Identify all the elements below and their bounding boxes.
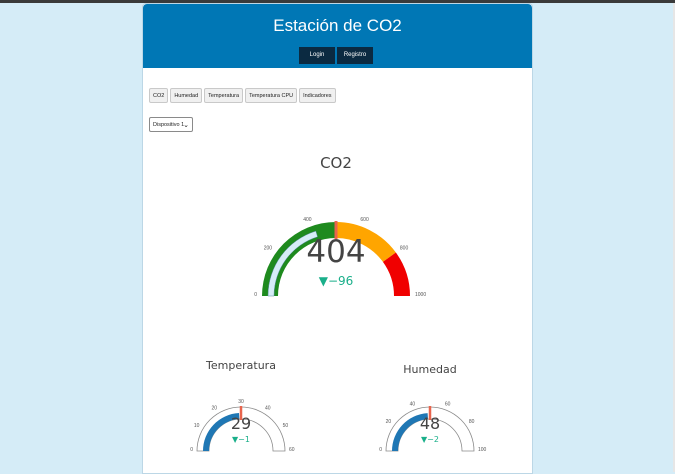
co2-gauge-step-green <box>262 222 336 296</box>
temperatura-gauge-title: Temperatura <box>205 359 276 372</box>
chevron-down-icon: ⌄ <box>183 122 189 129</box>
device-select-value: Dispositivo 1 <box>153 122 185 128</box>
tab-temperatura-cpu[interactable]: Temperatura CPU <box>245 88 298 103</box>
humedad-tick-label: 100 <box>478 447 487 453</box>
co2-tick-label: 400 <box>303 217 312 223</box>
temperatura-gauge-value: 29 <box>231 414 251 433</box>
device-select[interactable]: Dispositivo 1 ⌄ <box>149 117 193 132</box>
login-button[interactable]: Login <box>299 47 335 64</box>
scrollbar[interactable] <box>673 3 675 472</box>
co2-gauge-delta: ▼−96 <box>319 274 354 288</box>
co2-tick-label: 800 <box>400 246 409 252</box>
tab-co2[interactable]: CO2 <box>149 88 169 103</box>
humedad-tick-label: 20 <box>386 419 392 425</box>
tab-indicadores[interactable]: Indicadores <box>299 88 336 103</box>
humedad-tick-label: 40 <box>410 401 416 407</box>
temperatura-gauge-delta: ▼−1 <box>232 435 250 444</box>
co2-gauge-value: 404 <box>306 234 365 270</box>
browser-top-edge <box>0 0 675 3</box>
co2-gauge-step-orange <box>336 222 396 262</box>
register-button[interactable]: Registro <box>337 47 373 64</box>
tab-humedad[interactable]: Humedad <box>170 88 203 103</box>
temperatura-tick-label: 30 <box>238 399 244 405</box>
co2-tick-label: 0 <box>254 292 257 298</box>
app-header: Estación de CO2 Login Registro <box>143 4 532 68</box>
co2-gauge-value-bar <box>267 230 318 297</box>
co2-gauge-title: CO2 <box>320 154 352 172</box>
page-title: Estación de CO2 <box>273 16 402 35</box>
co2-tick-label: 1000 <box>415 292 426 298</box>
humedad-tick-label: 80 <box>469 419 475 425</box>
co2-tick-label: 600 <box>360 217 369 223</box>
metric-tabs: CO2 Humedad Temperatura Temperatura CPU … <box>149 88 336 103</box>
tab-temperatura[interactable]: Temperatura <box>204 88 244 103</box>
humedad-gauge-delta: ▼−2 <box>421 435 439 444</box>
humedad-tick-label: 0 <box>379 447 382 453</box>
temperatura-tick-label: 0 <box>190 447 193 453</box>
temperatura-tick-label: 20 <box>211 405 217 411</box>
temperatura-tick-label: 60 <box>289 447 295 453</box>
temperatura-gauge-value-bar <box>202 413 240 451</box>
humedad-gauge-value-bar <box>391 413 428 451</box>
humedad-tick-label: 60 <box>445 401 451 407</box>
humedad-gauge-value: 48 <box>420 414 440 433</box>
temperatura-tick-label: 10 <box>194 423 200 429</box>
temperatura-tick-label: 40 <box>265 405 271 411</box>
auth-bar: Login Registro <box>299 47 373 64</box>
co2-tick-label: 200 <box>264 246 273 252</box>
humedad-gauge-title: Humedad <box>403 363 456 376</box>
temperatura-tick-label: 50 <box>283 423 289 429</box>
co2-gauge-step-red <box>382 252 411 296</box>
